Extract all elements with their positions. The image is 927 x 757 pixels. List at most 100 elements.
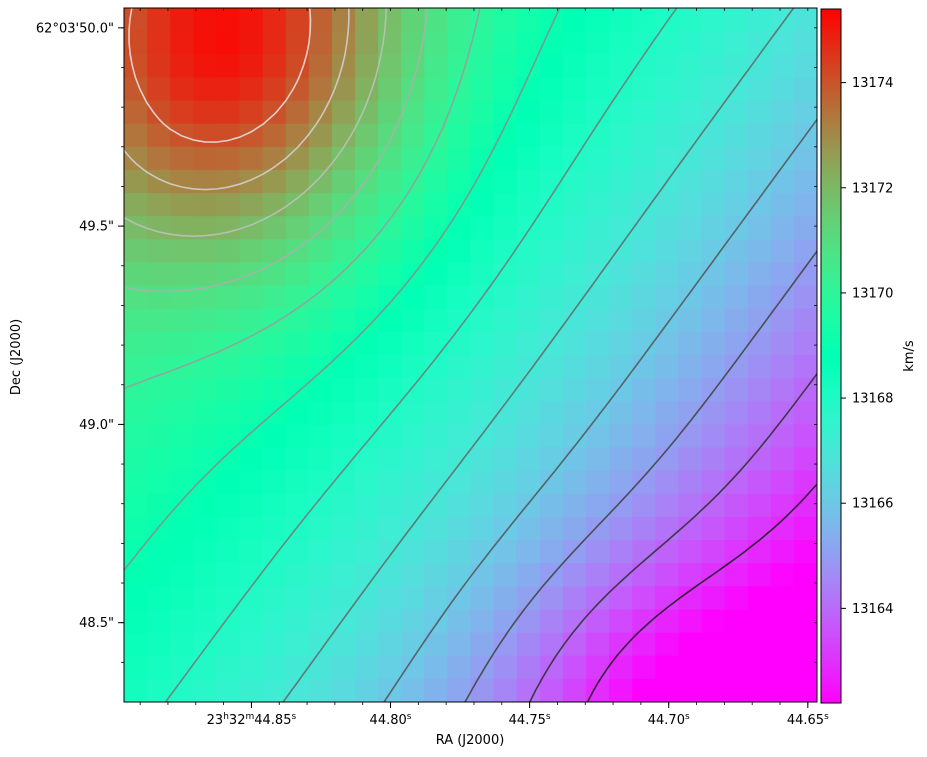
heatmap-cell [262, 609, 287, 634]
heatmap-cell [724, 609, 749, 634]
heatmap-cell [216, 54, 241, 78]
heatmap-cell [470, 470, 495, 495]
heatmap-cell [424, 31, 448, 55]
heatmap-cell [724, 678, 749, 702]
heatmap-cell [262, 262, 287, 287]
heatmap-cell [355, 308, 379, 333]
heatmap-cell [655, 632, 679, 657]
heatmap-cell [655, 216, 679, 240]
heatmap-cell [308, 678, 333, 702]
heatmap-cell [747, 31, 772, 55]
heatmap-cell [632, 447, 656, 472]
heatmap-cell [216, 655, 241, 680]
heatmap-cell [447, 401, 472, 425]
heatmap-cell [147, 331, 171, 356]
heatmap-cell [239, 8, 264, 32]
heatmap-cell [586, 169, 610, 194]
heatmap-cell [562, 31, 587, 55]
heatmap-cell [147, 401, 171, 425]
heatmap-cell [193, 31, 217, 55]
heatmap-cell [678, 262, 703, 287]
heatmap-cell [262, 586, 287, 611]
heatmap-cell [331, 378, 356, 402]
heatmap-cell [331, 239, 356, 264]
heatmap-cell [539, 100, 564, 125]
heatmap-cell [493, 632, 518, 657]
heatmap-cell [447, 424, 472, 449]
heatmap-cell [747, 401, 772, 425]
heatmap-cell [562, 331, 587, 356]
heatmap-cell [516, 632, 541, 657]
heatmap-cell [239, 540, 264, 564]
heatmap-cell [724, 100, 749, 125]
heatmap-cell [655, 424, 679, 449]
heatmap-cell [539, 378, 564, 402]
heatmap-cell [285, 493, 310, 518]
heatmap-cell [239, 586, 264, 611]
heatmap-cell [724, 123, 749, 148]
heatmap-cell [655, 123, 679, 148]
heatmap-cell [447, 493, 472, 518]
heatmap-cell [493, 308, 518, 333]
heatmap-cell [539, 77, 564, 102]
heatmap-cell [170, 8, 194, 32]
heatmap-cell [493, 540, 518, 564]
heatmap-cell [447, 308, 472, 333]
heatmap-cell [331, 77, 356, 102]
heatmap-cell [678, 563, 703, 587]
heatmap-cell [516, 193, 541, 217]
heatmap-cell [401, 331, 425, 356]
heatmap-cell [724, 31, 749, 55]
heatmap-cell [586, 447, 610, 472]
heatmap-cell [331, 308, 356, 333]
heatmap-cell [193, 100, 217, 125]
heatmap-cell [308, 632, 333, 657]
heatmap-cell [609, 146, 633, 171]
heatmap-cell [516, 169, 541, 194]
heatmap-cell [609, 285, 633, 310]
heatmap-cell [147, 632, 171, 657]
heatmap-cell [424, 516, 448, 541]
heatmap-cell [609, 100, 633, 125]
heatmap-cell [285, 563, 310, 587]
heatmap-cell [216, 401, 241, 425]
heatmap-cell [793, 285, 817, 310]
heatmap-cell [355, 239, 379, 264]
heatmap-cell [609, 31, 633, 55]
heatmap-cell [609, 540, 633, 564]
heatmap-cell [124, 678, 148, 702]
heatmap-cell [516, 678, 541, 702]
colorbar-label: km/s [902, 340, 917, 372]
heatmap-cell [609, 493, 633, 518]
heatmap-cell [308, 8, 333, 32]
heatmap-cell [747, 447, 772, 472]
heatmap-cell [470, 123, 495, 148]
heatmap-cell [539, 470, 564, 495]
heatmap-cell [147, 77, 171, 102]
heatmap-cell [424, 378, 448, 402]
heatmap-cell [378, 123, 402, 148]
heatmap-cell [262, 169, 287, 194]
heatmap-cell [239, 285, 264, 310]
heatmap-cell [216, 609, 241, 634]
heatmap-cell [378, 8, 402, 32]
heatmap-cell [424, 470, 448, 495]
heatmap-cell [678, 655, 703, 680]
heatmap-cell [516, 378, 541, 402]
y-tick-label: 49.5" [79, 220, 114, 235]
colorbar-tick-label: 13170 [852, 286, 893, 301]
heatmap-cell [701, 100, 726, 125]
heatmap-cell [193, 308, 217, 333]
heatmap-cell [170, 331, 194, 356]
heatmap-cell [331, 493, 356, 518]
heatmap-cell [147, 563, 171, 587]
heatmap-cell [308, 331, 333, 356]
heatmap-cell [378, 378, 402, 402]
heatmap-cell [147, 378, 171, 402]
heatmap-cell [216, 586, 241, 611]
heatmap-cell [239, 100, 264, 125]
heatmap-cell [193, 8, 217, 32]
heatmap-cell [447, 262, 472, 287]
heatmap-cell [562, 632, 587, 657]
heatmap-cell [424, 216, 448, 240]
